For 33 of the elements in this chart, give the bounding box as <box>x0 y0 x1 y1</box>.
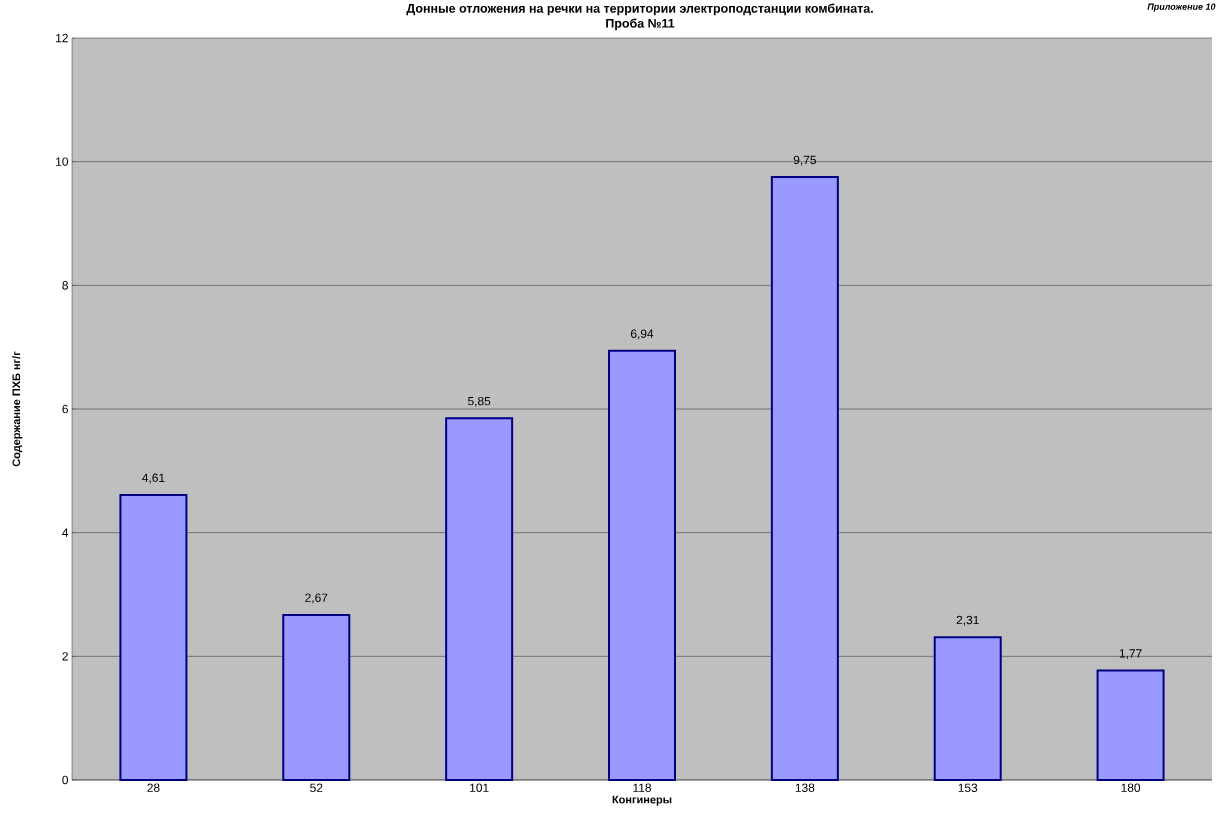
x-tick-label: 52 <box>310 783 323 792</box>
data-label: 1,77 <box>1119 649 1142 660</box>
y-tick-label: 0 <box>62 775 69 785</box>
x-tick-label: 153 <box>958 783 978 792</box>
bar <box>445 417 514 781</box>
bar <box>608 349 677 781</box>
y-axis-title: Содержание ПХБ нг/г <box>12 351 23 467</box>
chart-title: Донные отложения на речки на территории электроподстанции комбината. <box>406 3 873 16</box>
bar <box>933 636 1002 781</box>
text: Приложение 10 <box>1147 3 1216 12</box>
x-tick-label: 28 <box>147 783 160 792</box>
x-axis-title: Конгинеры <box>612 795 672 806</box>
data-label: 4,61 <box>142 473 165 484</box>
x-tick-label: 138 <box>795 783 815 792</box>
data-label: 5,85 <box>468 396 491 407</box>
data-label: 2,31 <box>956 615 979 626</box>
x-tick-label: 118 <box>633 783 652 792</box>
data-label: 6,94 <box>630 329 654 340</box>
y-tick-label: 10 <box>56 157 69 166</box>
y-tick-label: 6 <box>62 404 68 414</box>
bar <box>1096 669 1165 781</box>
bar <box>282 613 351 781</box>
y-tick-label: 2 <box>62 652 68 661</box>
y-tick-label: 4 <box>62 528 69 537</box>
chart-subtitle: Проба №11 <box>606 18 675 31</box>
data-label: 2,67 <box>305 593 328 604</box>
x-tick-label: 180 <box>1121 783 1141 792</box>
x-tick-label: 101 <box>470 783 489 792</box>
y-tick-label: 12 <box>56 33 68 43</box>
bar <box>119 493 188 781</box>
bar <box>770 176 839 781</box>
y-tick-label: 8 <box>62 281 68 290</box>
data-label: 9,75 <box>793 155 816 166</box>
